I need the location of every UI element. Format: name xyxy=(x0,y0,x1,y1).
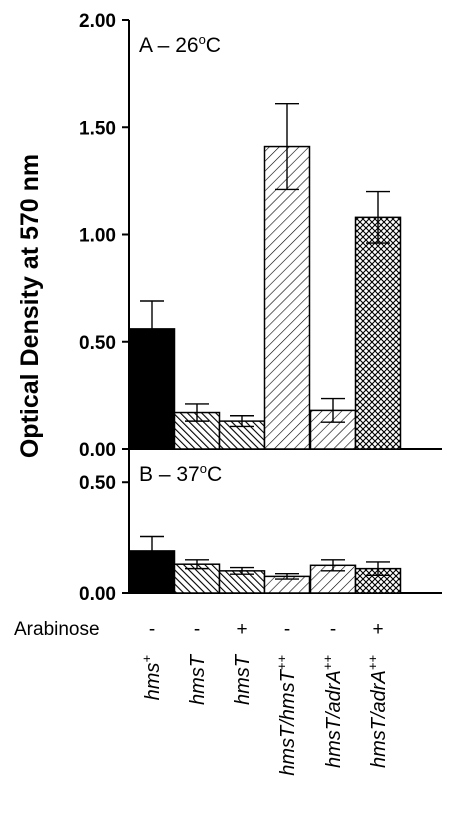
arabinose-sign: - xyxy=(194,619,200,640)
panel-b-error-bar xyxy=(185,559,209,570)
arabinose-sign: - xyxy=(284,619,290,640)
panel-a-tick-label: 2.00 xyxy=(79,11,116,32)
category-label: hmsT xyxy=(232,653,254,705)
panel-b-error-bar xyxy=(275,573,299,580)
panel-b-tick-label: 0.50 xyxy=(79,473,116,494)
panel-a-error-bar xyxy=(275,102,299,191)
panel-a-tick-label: 0.50 xyxy=(79,333,116,354)
panel-b-tick-label: 0.00 xyxy=(79,584,116,605)
arabinose-label: Arabinose xyxy=(14,619,100,640)
category-label: hms+ xyxy=(139,655,164,701)
panel-a-error-bar xyxy=(321,397,345,423)
arabinose-sign: + xyxy=(236,619,247,640)
panel-a: 0.00 0.50 1.00 1.50 2.00 A – 26oC xyxy=(79,11,442,461)
panel-a-bar xyxy=(354,216,402,450)
category-labels: hms+ hmsT hmsT hmsT/hmsT++ hmsT/adrA++ hmsT/a… xyxy=(139,653,390,776)
panel-a-error-bar xyxy=(185,403,209,422)
category-label: hmsT/adrA++ xyxy=(365,655,390,768)
panel-b-error-bar xyxy=(321,559,345,572)
panel-a-title: A – 26oC xyxy=(139,32,221,57)
panel-b: 0.00 0.50 B – 37oC xyxy=(79,449,442,605)
arabinose-sign: - xyxy=(149,619,155,640)
category-label: hmsT/adrA++ xyxy=(320,655,345,768)
y-axis-label: Optical Density at 570 nm xyxy=(16,154,44,458)
panel-b-error-bar xyxy=(230,566,254,575)
panel-a-bar xyxy=(263,145,311,450)
panel-a-error-bar xyxy=(140,300,164,358)
category-label: hmsT xyxy=(187,653,209,705)
panel-b-error-bar xyxy=(366,561,390,576)
arabinose-sign: + xyxy=(372,619,383,640)
panel-b-error-bar xyxy=(140,535,164,567)
panel-a-tick-label: 1.00 xyxy=(79,226,116,247)
panel-a-tick-label: 0.00 xyxy=(79,440,116,461)
category-label: hmsT/hmsT++ xyxy=(274,655,299,776)
panel-a-error-bar xyxy=(230,415,254,428)
panel-a-tick-label: 1.50 xyxy=(79,118,116,139)
panel-a-error-bar xyxy=(366,190,390,244)
arabinose-sign: - xyxy=(330,619,336,640)
arabinose-row: - - + - - + xyxy=(149,619,384,640)
panel-b-title: B – 37oC xyxy=(139,461,222,486)
